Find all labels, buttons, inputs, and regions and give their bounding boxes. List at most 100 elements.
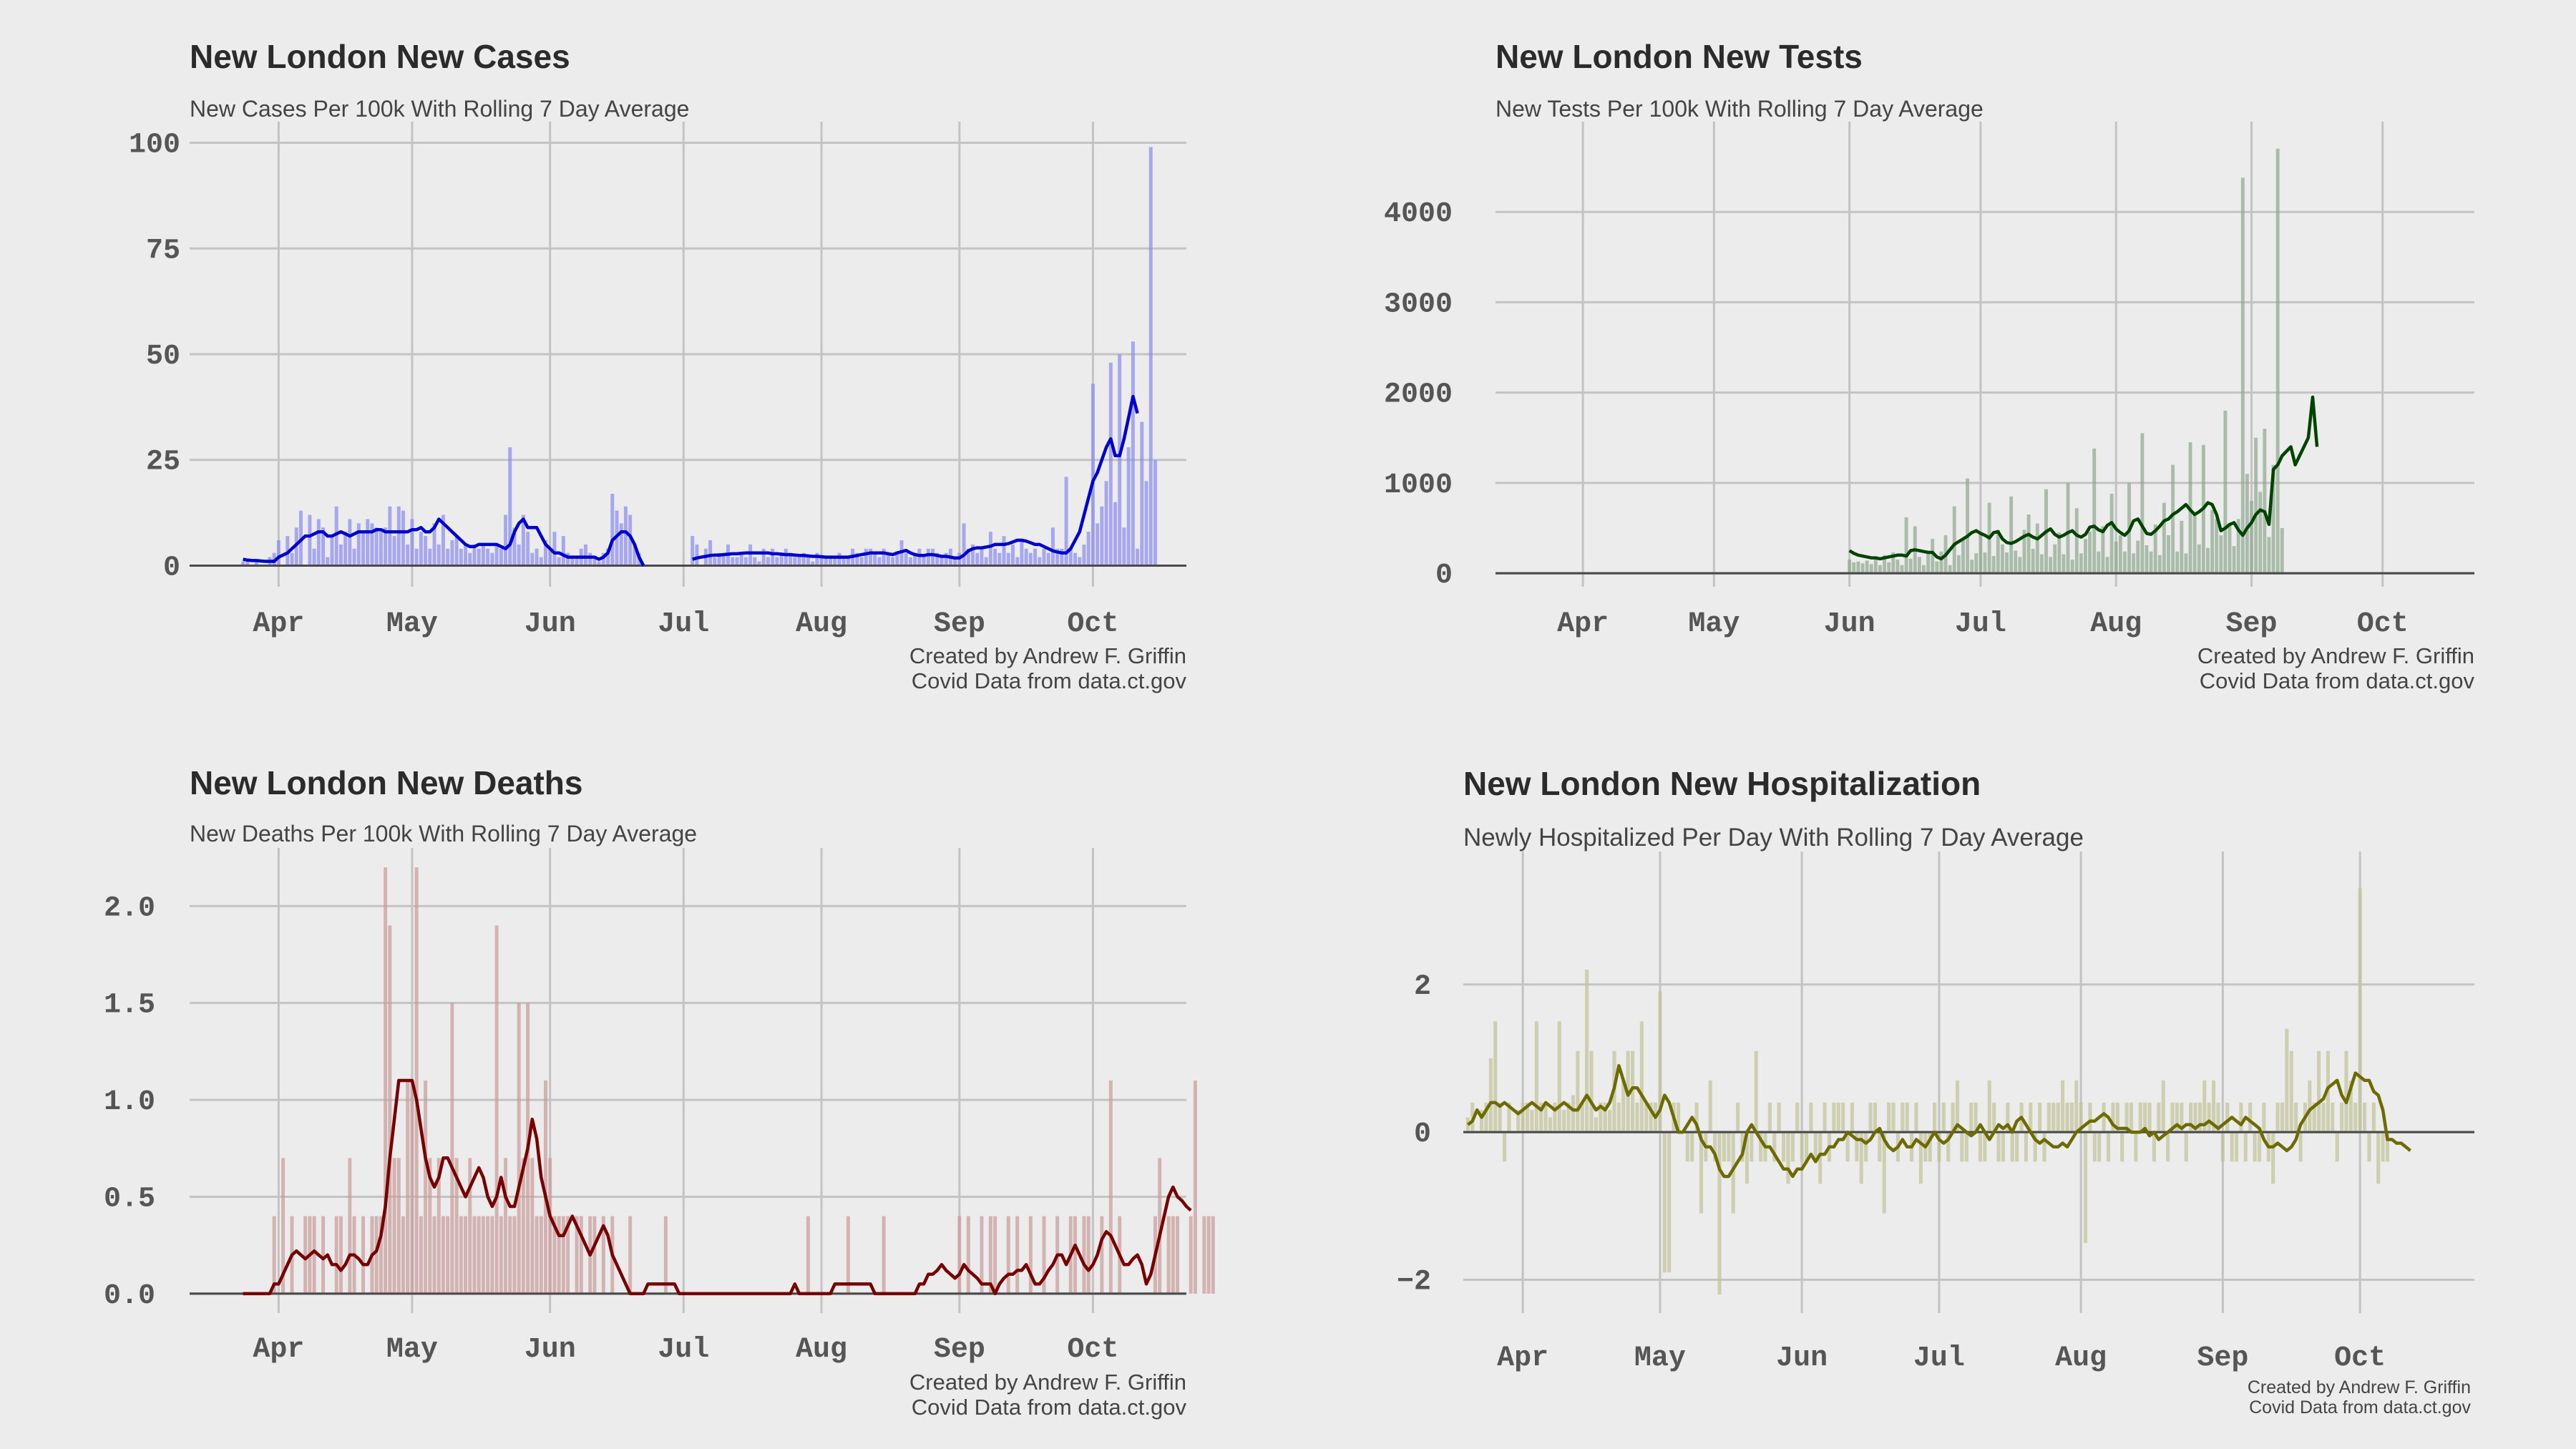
tests-bar bbox=[2215, 519, 2219, 574]
cases-bar bbox=[592, 557, 597, 566]
tests-bar bbox=[1931, 539, 1935, 574]
hosp-bar bbox=[1878, 1132, 1882, 1162]
deaths-bar bbox=[535, 1216, 539, 1294]
cases-bar bbox=[922, 557, 926, 566]
tests-bar bbox=[1970, 560, 1974, 574]
cases-bar bbox=[913, 552, 917, 566]
cases-bar bbox=[330, 536, 334, 566]
hosp-rolling-average-line bbox=[1466, 1064, 2411, 1179]
deaths-bar bbox=[592, 1216, 597, 1294]
hosp-bar bbox=[2056, 1102, 2060, 1133]
cases-bar bbox=[1078, 557, 1082, 566]
cases-bar bbox=[384, 527, 388, 566]
cases-bar bbox=[1038, 557, 1042, 566]
cases-bar bbox=[290, 552, 294, 566]
deaths-bar bbox=[1189, 1216, 1193, 1294]
cases-bar bbox=[570, 557, 575, 566]
tests-bar bbox=[2105, 557, 2109, 574]
hosp-bar bbox=[1585, 970, 1589, 1133]
cases-bar bbox=[944, 552, 948, 566]
hosp-bar bbox=[1566, 1102, 1571, 1133]
hosp-bar bbox=[1731, 1132, 1735, 1214]
hosp-bar bbox=[1873, 1102, 1877, 1133]
hosp-bar bbox=[1498, 1102, 1502, 1133]
hosp-bar bbox=[1608, 1110, 1612, 1133]
deaths-bar bbox=[557, 1216, 561, 1294]
cases-bar bbox=[819, 557, 824, 566]
deaths-bar bbox=[1202, 1216, 1206, 1294]
cases-xtick-label: Jun bbox=[525, 608, 576, 640]
hosp-bar bbox=[1539, 1102, 1543, 1133]
cases-caption-source: Covid Data from data.ct.gov bbox=[912, 668, 1187, 693]
cases-bar bbox=[508, 447, 512, 566]
deaths-bar bbox=[980, 1216, 984, 1294]
cases-bar bbox=[535, 548, 539, 566]
tests-bar bbox=[2132, 553, 2136, 574]
deaths-bar bbox=[450, 1002, 454, 1294]
cases-bar bbox=[1091, 384, 1095, 566]
tests-bar bbox=[1974, 553, 1979, 574]
hosp-bar bbox=[1882, 1132, 1886, 1214]
hosp-bar bbox=[1525, 1102, 1530, 1133]
cases-bar bbox=[494, 544, 499, 566]
deaths-bar bbox=[454, 1158, 459, 1294]
hosp-bar bbox=[1694, 1102, 1699, 1133]
cases-bar bbox=[1122, 527, 1126, 566]
cases-bar bbox=[811, 561, 815, 566]
hosp-bar bbox=[1941, 1102, 1946, 1133]
tests-bar bbox=[2197, 544, 2201, 574]
hosp-bar bbox=[1786, 1132, 1790, 1184]
cases-bar bbox=[748, 544, 753, 566]
deaths-bar bbox=[601, 1216, 605, 1294]
cases-xtick-label: May bbox=[386, 608, 438, 640]
deaths-bar bbox=[459, 1216, 463, 1294]
hosp-bar bbox=[1855, 1132, 1859, 1162]
deaths-bar bbox=[446, 1216, 450, 1294]
cases-bar bbox=[975, 552, 980, 566]
hosp-ytick-label: −2 bbox=[1397, 1267, 1431, 1299]
hosp-bar bbox=[1713, 1132, 1717, 1162]
tests-ytick-label: 0 bbox=[1435, 560, 1453, 592]
cases-bar bbox=[352, 548, 356, 566]
cases-bar bbox=[544, 540, 547, 566]
cases-bar bbox=[539, 557, 543, 566]
cases-bar bbox=[512, 527, 517, 566]
hosp-bar bbox=[2353, 1102, 2358, 1133]
hosp-bar bbox=[2358, 888, 2362, 1133]
hosp-caption-source: Covid Data from data.ct.gov bbox=[2249, 1397, 2471, 1418]
hosp-bar bbox=[2294, 1102, 2298, 1133]
hosp-bar bbox=[2331, 1102, 2335, 1133]
tests-xtick-label: Jul bbox=[1955, 608, 2006, 640]
hosp-bar bbox=[1717, 1132, 1722, 1295]
tests-bar bbox=[2267, 537, 2271, 574]
hosp-bar bbox=[1841, 1102, 1845, 1133]
cases-bar bbox=[806, 557, 810, 566]
cases-bar bbox=[446, 548, 450, 566]
hosp-bar bbox=[2220, 1132, 2225, 1162]
cases-bar bbox=[388, 506, 392, 566]
cases-bar bbox=[743, 557, 748, 566]
cases-bar bbox=[406, 544, 410, 566]
cases-bar bbox=[1096, 523, 1100, 566]
deaths-bar bbox=[1166, 1216, 1171, 1294]
tests-bar bbox=[2035, 523, 2039, 574]
deaths-bar bbox=[490, 1216, 494, 1294]
tests-bar bbox=[2206, 547, 2210, 574]
tests-bar bbox=[1922, 565, 1926, 574]
hosp-bar bbox=[1571, 1095, 1576, 1133]
deaths-bars bbox=[272, 867, 1215, 1294]
deaths-bar bbox=[436, 1158, 441, 1294]
cases-bar bbox=[499, 548, 503, 566]
cases-bar bbox=[436, 544, 441, 566]
hosp-bar bbox=[2202, 1080, 2207, 1133]
cases-bar bbox=[766, 557, 770, 566]
hosp-bar bbox=[2230, 1132, 2234, 1162]
hosp-bar bbox=[2138, 1102, 2142, 1133]
cases-bar bbox=[1046, 552, 1050, 566]
cases-bar bbox=[1113, 502, 1117, 566]
cases-bar bbox=[895, 552, 899, 566]
hosp-bar bbox=[2335, 1132, 2339, 1162]
hosp-bar bbox=[1603, 1102, 1607, 1133]
hosp-bar bbox=[2006, 1102, 2010, 1133]
tests-bar bbox=[2118, 535, 2122, 574]
